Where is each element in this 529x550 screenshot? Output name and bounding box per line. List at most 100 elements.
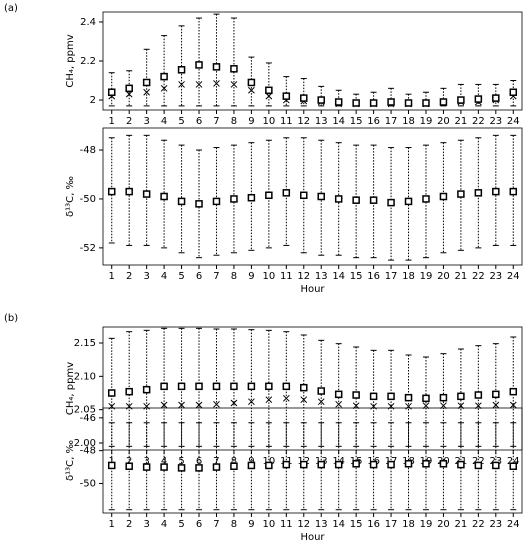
x-tick-label: 24 [507, 116, 520, 127]
x-tick-label: 12 [297, 271, 310, 282]
median-marker [230, 81, 238, 88]
mean-marker [492, 390, 500, 399]
mean-marker [317, 460, 325, 469]
median-marker [160, 401, 168, 409]
y-tick-label: 2.15 [74, 338, 96, 349]
x-tick-label: 9 [248, 116, 254, 127]
x-tick-label: 17 [385, 271, 398, 282]
whisker [213, 147, 220, 256]
median-marker [335, 400, 343, 408]
x-tick-label: 1 [109, 456, 115, 467]
mean-marker [439, 460, 448, 468]
mean-marker [387, 392, 395, 401]
whisker [230, 17, 237, 107]
axes-frame [102, 127, 523, 266]
x-tick-label: 9 [248, 271, 254, 282]
mean-marker [492, 94, 500, 102]
whisker [353, 144, 360, 259]
x-tick-label: 9 [248, 519, 254, 530]
whisker [475, 83, 482, 107]
median-marker [265, 396, 273, 404]
mean-marker [334, 460, 343, 469]
x-tick-label: 21 [455, 519, 468, 530]
mean-marker [387, 98, 395, 106]
mean-marker [195, 200, 203, 208]
x-tick-label: 5 [178, 519, 184, 530]
x-tick-label: 20 [437, 116, 450, 127]
y-tick-label: -46 [80, 413, 96, 424]
x-tick-label: 5 [178, 116, 184, 127]
x-tick-label: 5 [178, 456, 184, 467]
mean-marker [334, 98, 343, 106]
mean-marker [177, 197, 186, 206]
mean-marker [300, 460, 308, 469]
x-tick-label: 1 [109, 519, 115, 530]
whisker [265, 62, 272, 107]
x-tick-label: 11 [280, 116, 293, 127]
x-tick-label: 18 [402, 116, 415, 127]
mean-marker [142, 463, 151, 471]
x-tick-label: 15 [350, 271, 363, 282]
mean-marker [212, 382, 221, 391]
mean-marker [282, 92, 291, 100]
whisker [422, 356, 429, 447]
whisker [161, 35, 168, 107]
x-tick-label: 4 [161, 456, 167, 467]
x-tick-label: 3 [143, 116, 149, 127]
mean-marker [352, 391, 360, 399]
x-tick-label: 7 [213, 519, 219, 530]
y-tick-label: -48 [80, 446, 96, 457]
mean-marker [247, 461, 256, 470]
median-marker [143, 88, 150, 96]
x-tick-label: 3 [143, 519, 149, 530]
x-tick-label: 6 [196, 271, 202, 282]
whisker [318, 339, 325, 447]
whisker [178, 25, 185, 107]
x-tick-label: 11 [280, 519, 293, 530]
y-axis-label: CH₄, ppmv [65, 362, 76, 415]
median-marker [195, 81, 203, 88]
mean-marker [160, 72, 168, 81]
x-tick-label: 20 [437, 271, 450, 282]
mean-marker [212, 463, 221, 471]
whisker [353, 346, 360, 447]
x-tick-label: 14 [332, 519, 345, 530]
mean-marker [142, 190, 151, 198]
y-tick-label: 2 [90, 95, 96, 106]
x-tick-label: 17 [385, 116, 398, 127]
x-tick-label: 22 [472, 519, 485, 530]
x-axis-label: Hour [300, 532, 325, 543]
whisker [213, 328, 220, 447]
x-tick-label: 10 [262, 116, 275, 127]
x-tick-label: 21 [455, 271, 468, 282]
mean-marker [369, 392, 378, 401]
median-marker [265, 92, 273, 100]
y-axis-label: δ¹³C, ‰ [65, 176, 76, 217]
mean-marker [265, 461, 273, 470]
x-tick-label: 1 [109, 116, 115, 127]
whisker [178, 327, 185, 447]
x-tick-label: 3 [143, 456, 149, 467]
x-tick-label: 20 [437, 519, 450, 530]
x-tick-label: 23 [489, 456, 502, 467]
mean-marker [509, 88, 518, 96]
mean-marker [125, 387, 133, 396]
axes-frame [102, 407, 523, 514]
mean-marker [352, 460, 360, 468]
mean-marker [107, 88, 116, 96]
x-tick-label: 12 [297, 116, 310, 127]
whisker [108, 137, 115, 244]
x-tick-label: 10 [262, 271, 275, 282]
mean-marker [474, 95, 483, 103]
mean-marker [107, 187, 116, 196]
x-tick-label: 22 [472, 456, 485, 467]
mean-marker [195, 382, 203, 391]
median-marker [160, 84, 168, 92]
mean-marker [107, 461, 116, 470]
mean-marker [142, 78, 151, 87]
whisker [370, 144, 377, 259]
x-tick-label: 4 [161, 519, 167, 530]
whisker [300, 334, 307, 447]
x-tick-label: 8 [231, 519, 237, 530]
